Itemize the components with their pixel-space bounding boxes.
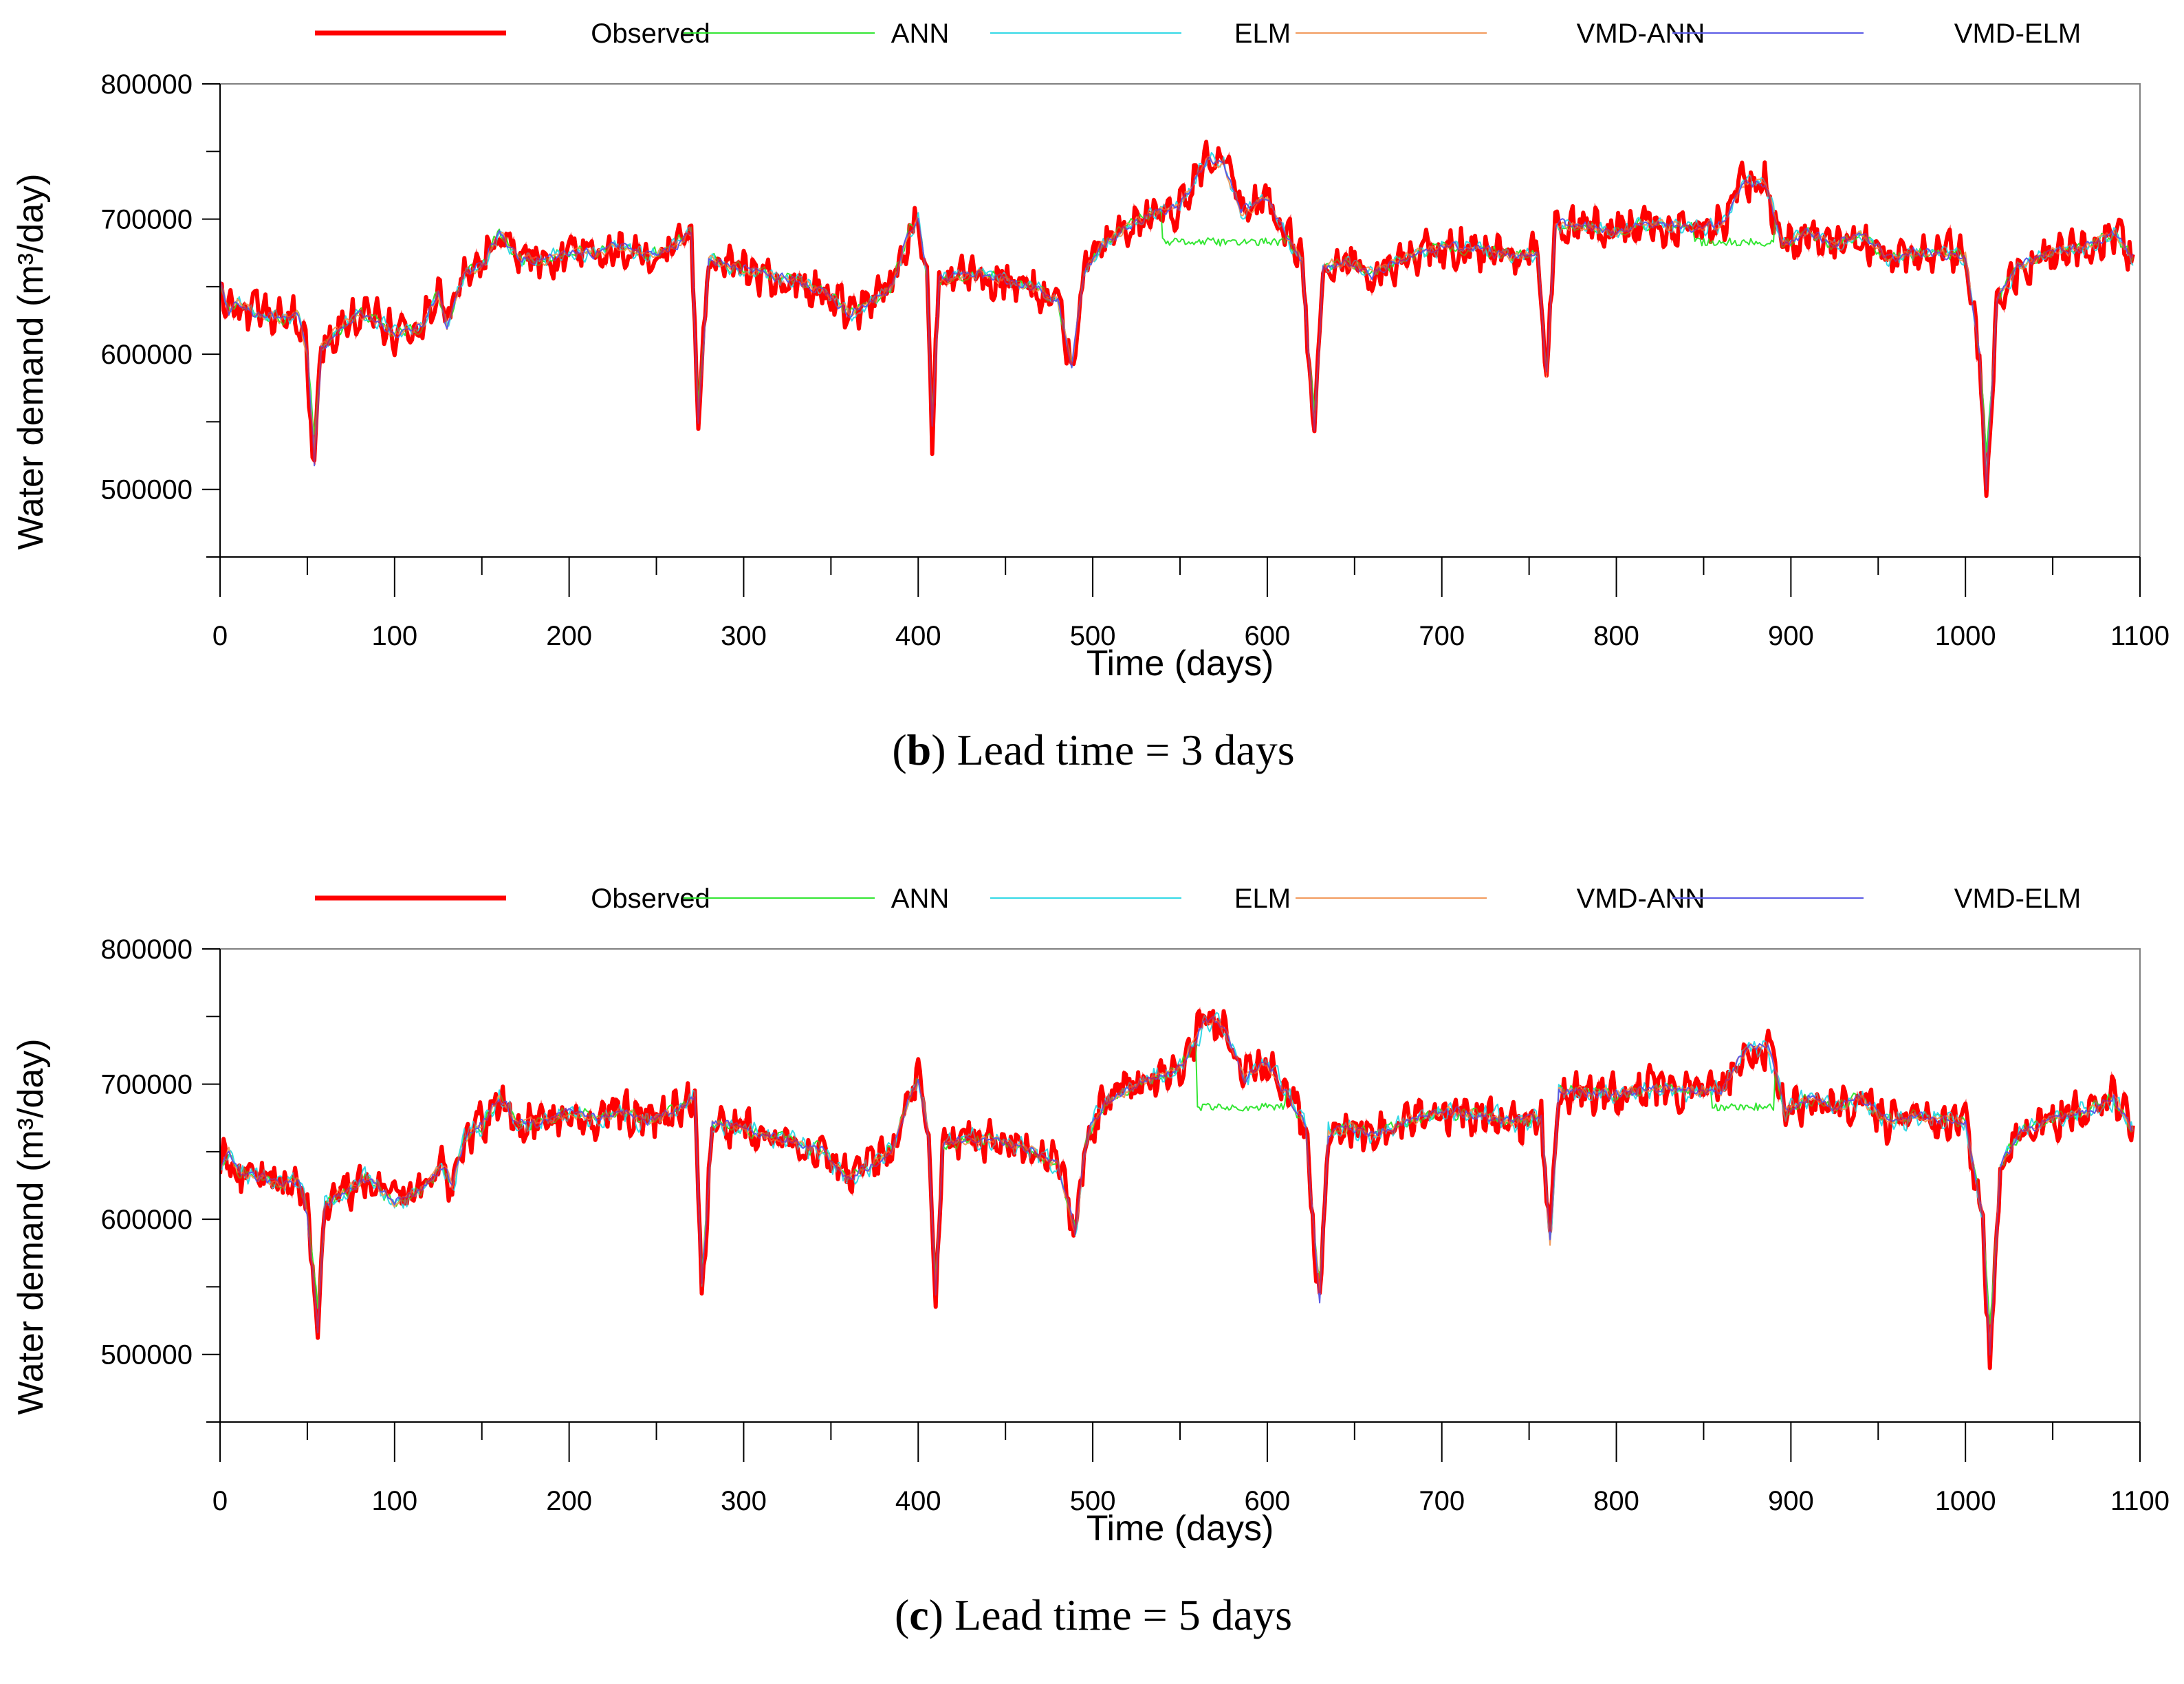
x-tick-label-500: 500 bbox=[1070, 621, 1116, 651]
legend-b: Observed ANN ELM VMD-ANN VMD-ELM bbox=[315, 19, 2081, 49]
y-tick-label-700000: 700000 bbox=[101, 1070, 193, 1100]
series-line-elm bbox=[220, 152, 2134, 476]
x-tick-label-800: 800 bbox=[1593, 1486, 1639, 1516]
x-tick-label-500: 500 bbox=[1070, 1486, 1116, 1516]
caption-b-letter: b bbox=[907, 725, 932, 774]
caption-b-text: Lead time = 3 days bbox=[946, 725, 1295, 774]
x-tick-label-0: 0 bbox=[212, 621, 228, 651]
x-tick-label-700: 700 bbox=[1419, 621, 1465, 651]
x-tick-label-1100: 1100 bbox=[2110, 1486, 2170, 1516]
legend-label-elm: ELM bbox=[1234, 884, 1291, 914]
plot-frame-b bbox=[219, 83, 2141, 558]
chart-panel-c: Observed ANN ELM VMD-ANN VMD-ELM 0 100 200 300 4… bbox=[11, 884, 2170, 1639]
series-line-observed-overlay bbox=[220, 141, 2134, 496]
series-line-ann bbox=[220, 1042, 2134, 1325]
series-layer-b bbox=[220, 140, 2135, 499]
x-tick-label-200: 200 bbox=[546, 1486, 592, 1516]
x-axis-title-c: Time (days) bbox=[1086, 1509, 1274, 1549]
x-tick-label-800: 800 bbox=[1593, 621, 1639, 651]
legend-label-vmd-elm: VMD-ELM bbox=[1954, 19, 2081, 49]
series-line-observed-overlay bbox=[220, 1007, 2134, 1368]
legend-label-elm: ELM bbox=[1234, 19, 1291, 49]
y-tick-label-700000: 700000 bbox=[101, 205, 193, 235]
series-line-vmd-elm bbox=[220, 156, 2134, 490]
x-axis-title-b: Time (days) bbox=[1086, 644, 1274, 684]
x-tick-label-200: 200 bbox=[546, 621, 592, 651]
x-tick-label-300: 300 bbox=[721, 1486, 767, 1516]
x-tick-label-900: 900 bbox=[1768, 1486, 1814, 1516]
x-tick-label-1100: 1100 bbox=[2110, 621, 2170, 651]
caption-c-letter: c bbox=[909, 1590, 928, 1639]
x-tick-label-0: 0 bbox=[212, 1486, 228, 1516]
x-tick-label-100: 100 bbox=[371, 621, 417, 651]
y-axis-title-c: Water demand (m³/day) bbox=[11, 1038, 51, 1414]
y-axis-title-b: Water demand (m³/day) bbox=[11, 173, 51, 549]
caption-c: (c) Lead time = 5 days bbox=[895, 1590, 1292, 1639]
x-tick-label-900: 900 bbox=[1768, 621, 1814, 651]
x-tick-label-700: 700 bbox=[1419, 1486, 1465, 1516]
x-tick-label-400: 400 bbox=[895, 1486, 941, 1516]
x-tick-label-1000: 1000 bbox=[1935, 1486, 1996, 1516]
y-tick-label-800000: 800000 bbox=[101, 934, 193, 965]
axes-b: 0 100 200 300 400 500 600 700 800 900 1000 1100 5000… bbox=[101, 69, 2170, 651]
y-tick-label-500000: 500000 bbox=[101, 1340, 193, 1370]
caption-c-open: ( bbox=[895, 1590, 909, 1639]
plot-frame-c bbox=[219, 948, 2141, 1423]
series-line-vmd-ann bbox=[220, 155, 2133, 483]
x-tick-label-100: 100 bbox=[371, 1486, 417, 1516]
axes-c: 0 100 200 300 400 500 600 700 800 900 1000 1100 5000… bbox=[101, 934, 2170, 1516]
series-layer-c bbox=[220, 1007, 2135, 1370]
y-tick-label-600000: 600000 bbox=[101, 340, 193, 370]
legend-label-ann: ANN bbox=[891, 19, 949, 49]
x-tick-label-300: 300 bbox=[721, 621, 767, 651]
chart-panel-b: Observed ANN ELM VMD-ANN VMD-ELM 0 100 200 300 4… bbox=[11, 19, 2170, 774]
legend-label-ann: ANN bbox=[891, 884, 949, 914]
legend-c: Observed ANN ELM VMD-ANN VMD-ELM bbox=[315, 884, 2081, 914]
y-tick-label-500000: 500000 bbox=[101, 475, 193, 505]
caption-b: (b) Lead time = 3 days bbox=[892, 725, 1294, 774]
x-tick-label-400: 400 bbox=[895, 621, 941, 651]
y-tick-label-600000: 600000 bbox=[101, 1205, 193, 1235]
x-tick-label-600: 600 bbox=[1245, 621, 1291, 651]
caption-c-text: Lead time = 5 days bbox=[943, 1590, 1292, 1639]
series-line-observed bbox=[220, 1009, 2135, 1370]
y-tick-label-800000: 800000 bbox=[101, 69, 193, 100]
x-tick-label-600: 600 bbox=[1245, 1486, 1291, 1516]
x-tick-label-1000: 1000 bbox=[1935, 621, 1996, 651]
legend-label-vmd-elm: VMD-ELM bbox=[1954, 884, 2081, 914]
series-line-observed bbox=[220, 140, 2135, 499]
caption-c-close: ) bbox=[929, 1590, 943, 1639]
caption-b-close: ) bbox=[931, 725, 946, 774]
caption-b-open: ( bbox=[892, 725, 906, 774]
